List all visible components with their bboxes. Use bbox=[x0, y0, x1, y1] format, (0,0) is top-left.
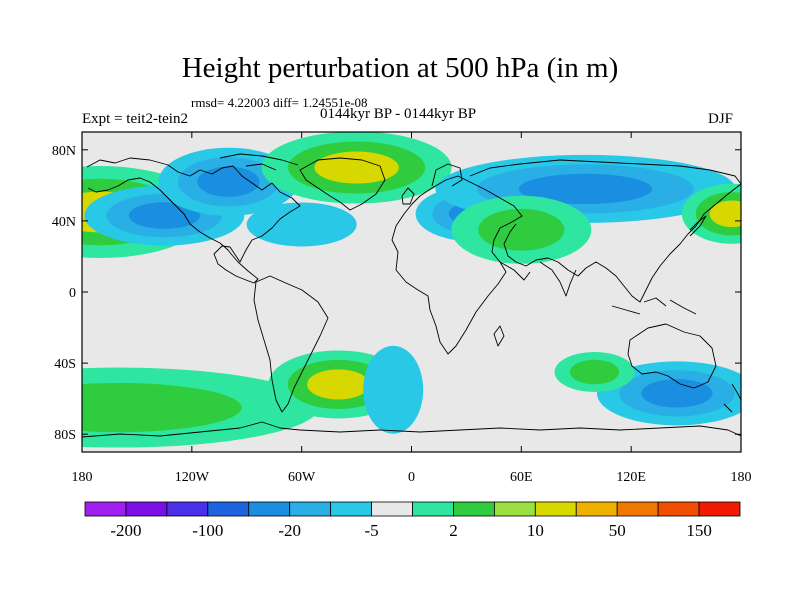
anomaly-contour bbox=[197, 166, 260, 197]
anomaly-contour bbox=[478, 208, 565, 251]
colorbar-swatch bbox=[534, 501, 577, 517]
colorbar-label: -100 bbox=[192, 521, 223, 540]
lon-label: 60W bbox=[288, 470, 316, 485]
coast-greenland bbox=[299, 157, 386, 211]
longitude-labels: 180 120W 60W 0 60E 120E 180 bbox=[72, 470, 752, 485]
coast-europe-africa bbox=[391, 175, 523, 355]
colorbar-label: -20 bbox=[278, 521, 301, 540]
coast-new-zealand bbox=[723, 383, 741, 413]
colorbar-swatch bbox=[125, 501, 168, 517]
colorbar bbox=[84, 501, 741, 517]
anomaly-cell bbox=[82, 367, 319, 448]
colorbar-swatch bbox=[248, 501, 291, 517]
anomaly-cell bbox=[451, 195, 592, 264]
season-label: DJF bbox=[708, 111, 734, 127]
lat-label: 80N bbox=[52, 144, 76, 159]
lat-label: 0 bbox=[69, 286, 76, 301]
colorbar-swatch bbox=[698, 501, 741, 517]
contour-fill-layer bbox=[82, 132, 741, 448]
colorbar-labels: -200 -100 -20 -5 2 10 50 150 bbox=[110, 521, 711, 540]
anomaly-contour bbox=[82, 382, 242, 433]
colorbar-swatch bbox=[657, 501, 700, 517]
colorbar-swatch bbox=[166, 501, 209, 517]
period-label: 0144kyr BP - 0144kyr BP bbox=[320, 106, 477, 122]
colorbar-label: -200 bbox=[110, 521, 141, 540]
map-title: Height perturbation at 500 hPa (in m) bbox=[181, 52, 619, 84]
lat-label: 40S bbox=[54, 357, 76, 372]
anomaly-cell bbox=[554, 352, 635, 392]
coast-south-america bbox=[253, 275, 329, 413]
colorbar-swatch bbox=[493, 501, 536, 517]
colorbar-label: 50 bbox=[609, 521, 626, 540]
lon-label: 0 bbox=[408, 470, 415, 485]
colorbar-swatch bbox=[207, 501, 250, 517]
lat-label: 40N bbox=[52, 215, 76, 230]
expt-label: Expt = teit2-tein2 bbox=[82, 111, 188, 127]
colorbar-label: -5 bbox=[364, 521, 378, 540]
anomaly-contour bbox=[307, 369, 370, 400]
coast-japan bbox=[689, 215, 707, 237]
anomaly-contour bbox=[314, 151, 399, 184]
coast-australia bbox=[627, 323, 717, 389]
coast-arabia-india bbox=[499, 261, 577, 297]
latitude-labels: 80N 40N 0 40S 80S bbox=[52, 144, 76, 443]
colorbar-swatch bbox=[616, 501, 659, 517]
anomaly-contour bbox=[518, 173, 653, 204]
anomaly-contour bbox=[128, 202, 200, 229]
colorbar-swatch bbox=[575, 501, 618, 517]
coast-antarctica bbox=[82, 421, 741, 438]
lon-label: 60E bbox=[510, 470, 533, 485]
coast-arctic-islands bbox=[219, 153, 299, 171]
colorbar-swatch bbox=[412, 501, 454, 517]
colorbar-label: 2 bbox=[449, 521, 458, 540]
coastline-layer bbox=[82, 153, 741, 438]
colorbar-label: 150 bbox=[686, 521, 712, 540]
coast-madagascar bbox=[493, 325, 505, 347]
colorbar-swatch bbox=[84, 501, 127, 517]
coast-asia bbox=[469, 159, 741, 303]
colorbar-swatch bbox=[453, 501, 495, 517]
axis-ticks bbox=[81, 132, 742, 452]
anomaly-cell bbox=[681, 183, 741, 244]
colorbar-swatch bbox=[371, 501, 413, 517]
colorbar-swatch bbox=[289, 501, 332, 517]
anomaly-contour bbox=[363, 345, 424, 434]
anomaly-cell bbox=[246, 202, 357, 247]
lon-label: 180 bbox=[731, 470, 752, 485]
anomaly-contour bbox=[569, 359, 620, 385]
anomaly-contour bbox=[246, 202, 357, 247]
coast-indonesia bbox=[611, 297, 697, 315]
coast-north-america bbox=[86, 157, 301, 284]
stats-line: rmsd= 4.22003 diff= 1.24551e-08 bbox=[191, 95, 368, 110]
lon-label: 120W bbox=[175, 470, 210, 485]
anomaly-contour bbox=[641, 379, 713, 408]
colorbar-label: 10 bbox=[527, 521, 544, 540]
lon-label: 120E bbox=[616, 470, 646, 485]
lon-label: 180 bbox=[72, 470, 93, 485]
lat-label: 80S bbox=[54, 428, 76, 443]
colorbar-swatch bbox=[330, 501, 372, 517]
coast-british-isles bbox=[401, 187, 415, 205]
anomaly-cell bbox=[261, 132, 452, 204]
anomaly-cell bbox=[363, 345, 424, 434]
anomaly-contour bbox=[709, 200, 741, 228]
coast-scandinavia bbox=[431, 163, 463, 187]
